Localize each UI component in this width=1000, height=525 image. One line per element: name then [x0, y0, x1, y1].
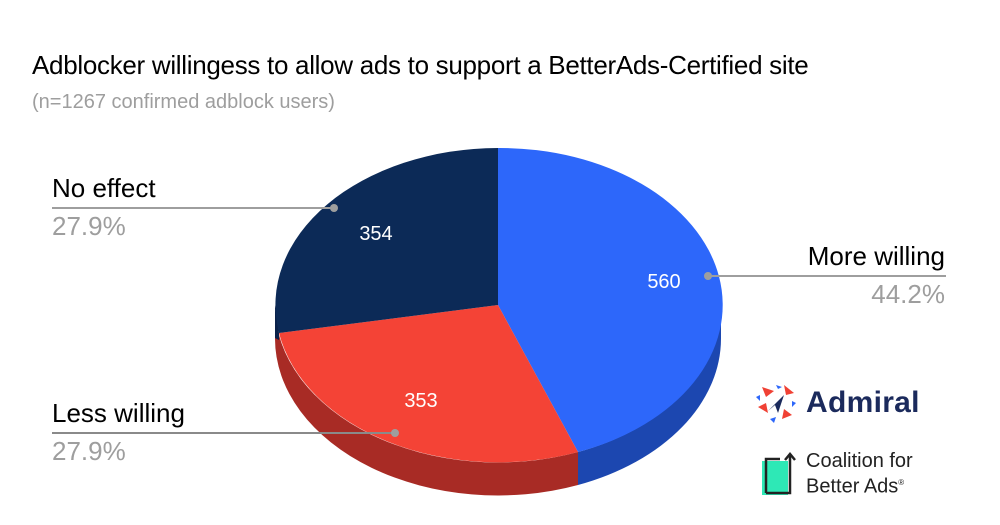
chart-subtitle: (n=1267 confirmed adblock users) [32, 91, 335, 113]
admiral-logo: Admiral [754, 381, 920, 425]
slice-side-less-willing [274, 305, 578, 496]
slice-less-willing[interactable] [279, 305, 578, 463]
coalition-text-line2: Better Ads [806, 475, 899, 498]
leader-dot-more-willing [704, 272, 712, 280]
slice-side-more-willing [578, 305, 722, 485]
label-no-effect: No effect [52, 173, 156, 203]
value-no-effect: 354 [359, 223, 392, 245]
coalition-logo-icon [762, 451, 796, 495]
leader-dot-no-effect [330, 204, 338, 212]
leader-dot-less-willing [391, 429, 399, 437]
percent-more-willing: 44.2% [871, 279, 945, 309]
percent-no-effect: 27.9% [52, 211, 126, 241]
coalition-logo: Coalition for Better Ads® [760, 450, 913, 498]
label-more-willing: More willing [807, 241, 945, 271]
slice-more-willing[interactable] [498, 147, 723, 452]
value-less-willing: 353 [404, 390, 437, 412]
admiral-logo-text: Admiral [806, 386, 920, 419]
registered-mark: ® [898, 478, 905, 487]
coalition-logo-text: Coalition for Better Ads® [806, 450, 913, 498]
admiral-logo-icon [756, 385, 796, 423]
chart-title: Adblocker willingess to allow ads to sup… [32, 50, 809, 80]
label-less-willing: Less willing [52, 398, 185, 428]
coalition-text-line1: Coalition for [806, 450, 913, 472]
slice-no-effect[interactable] [275, 148, 498, 333]
value-more-willing: 560 [647, 271, 680, 293]
percent-less-willing: 27.9% [52, 436, 126, 466]
